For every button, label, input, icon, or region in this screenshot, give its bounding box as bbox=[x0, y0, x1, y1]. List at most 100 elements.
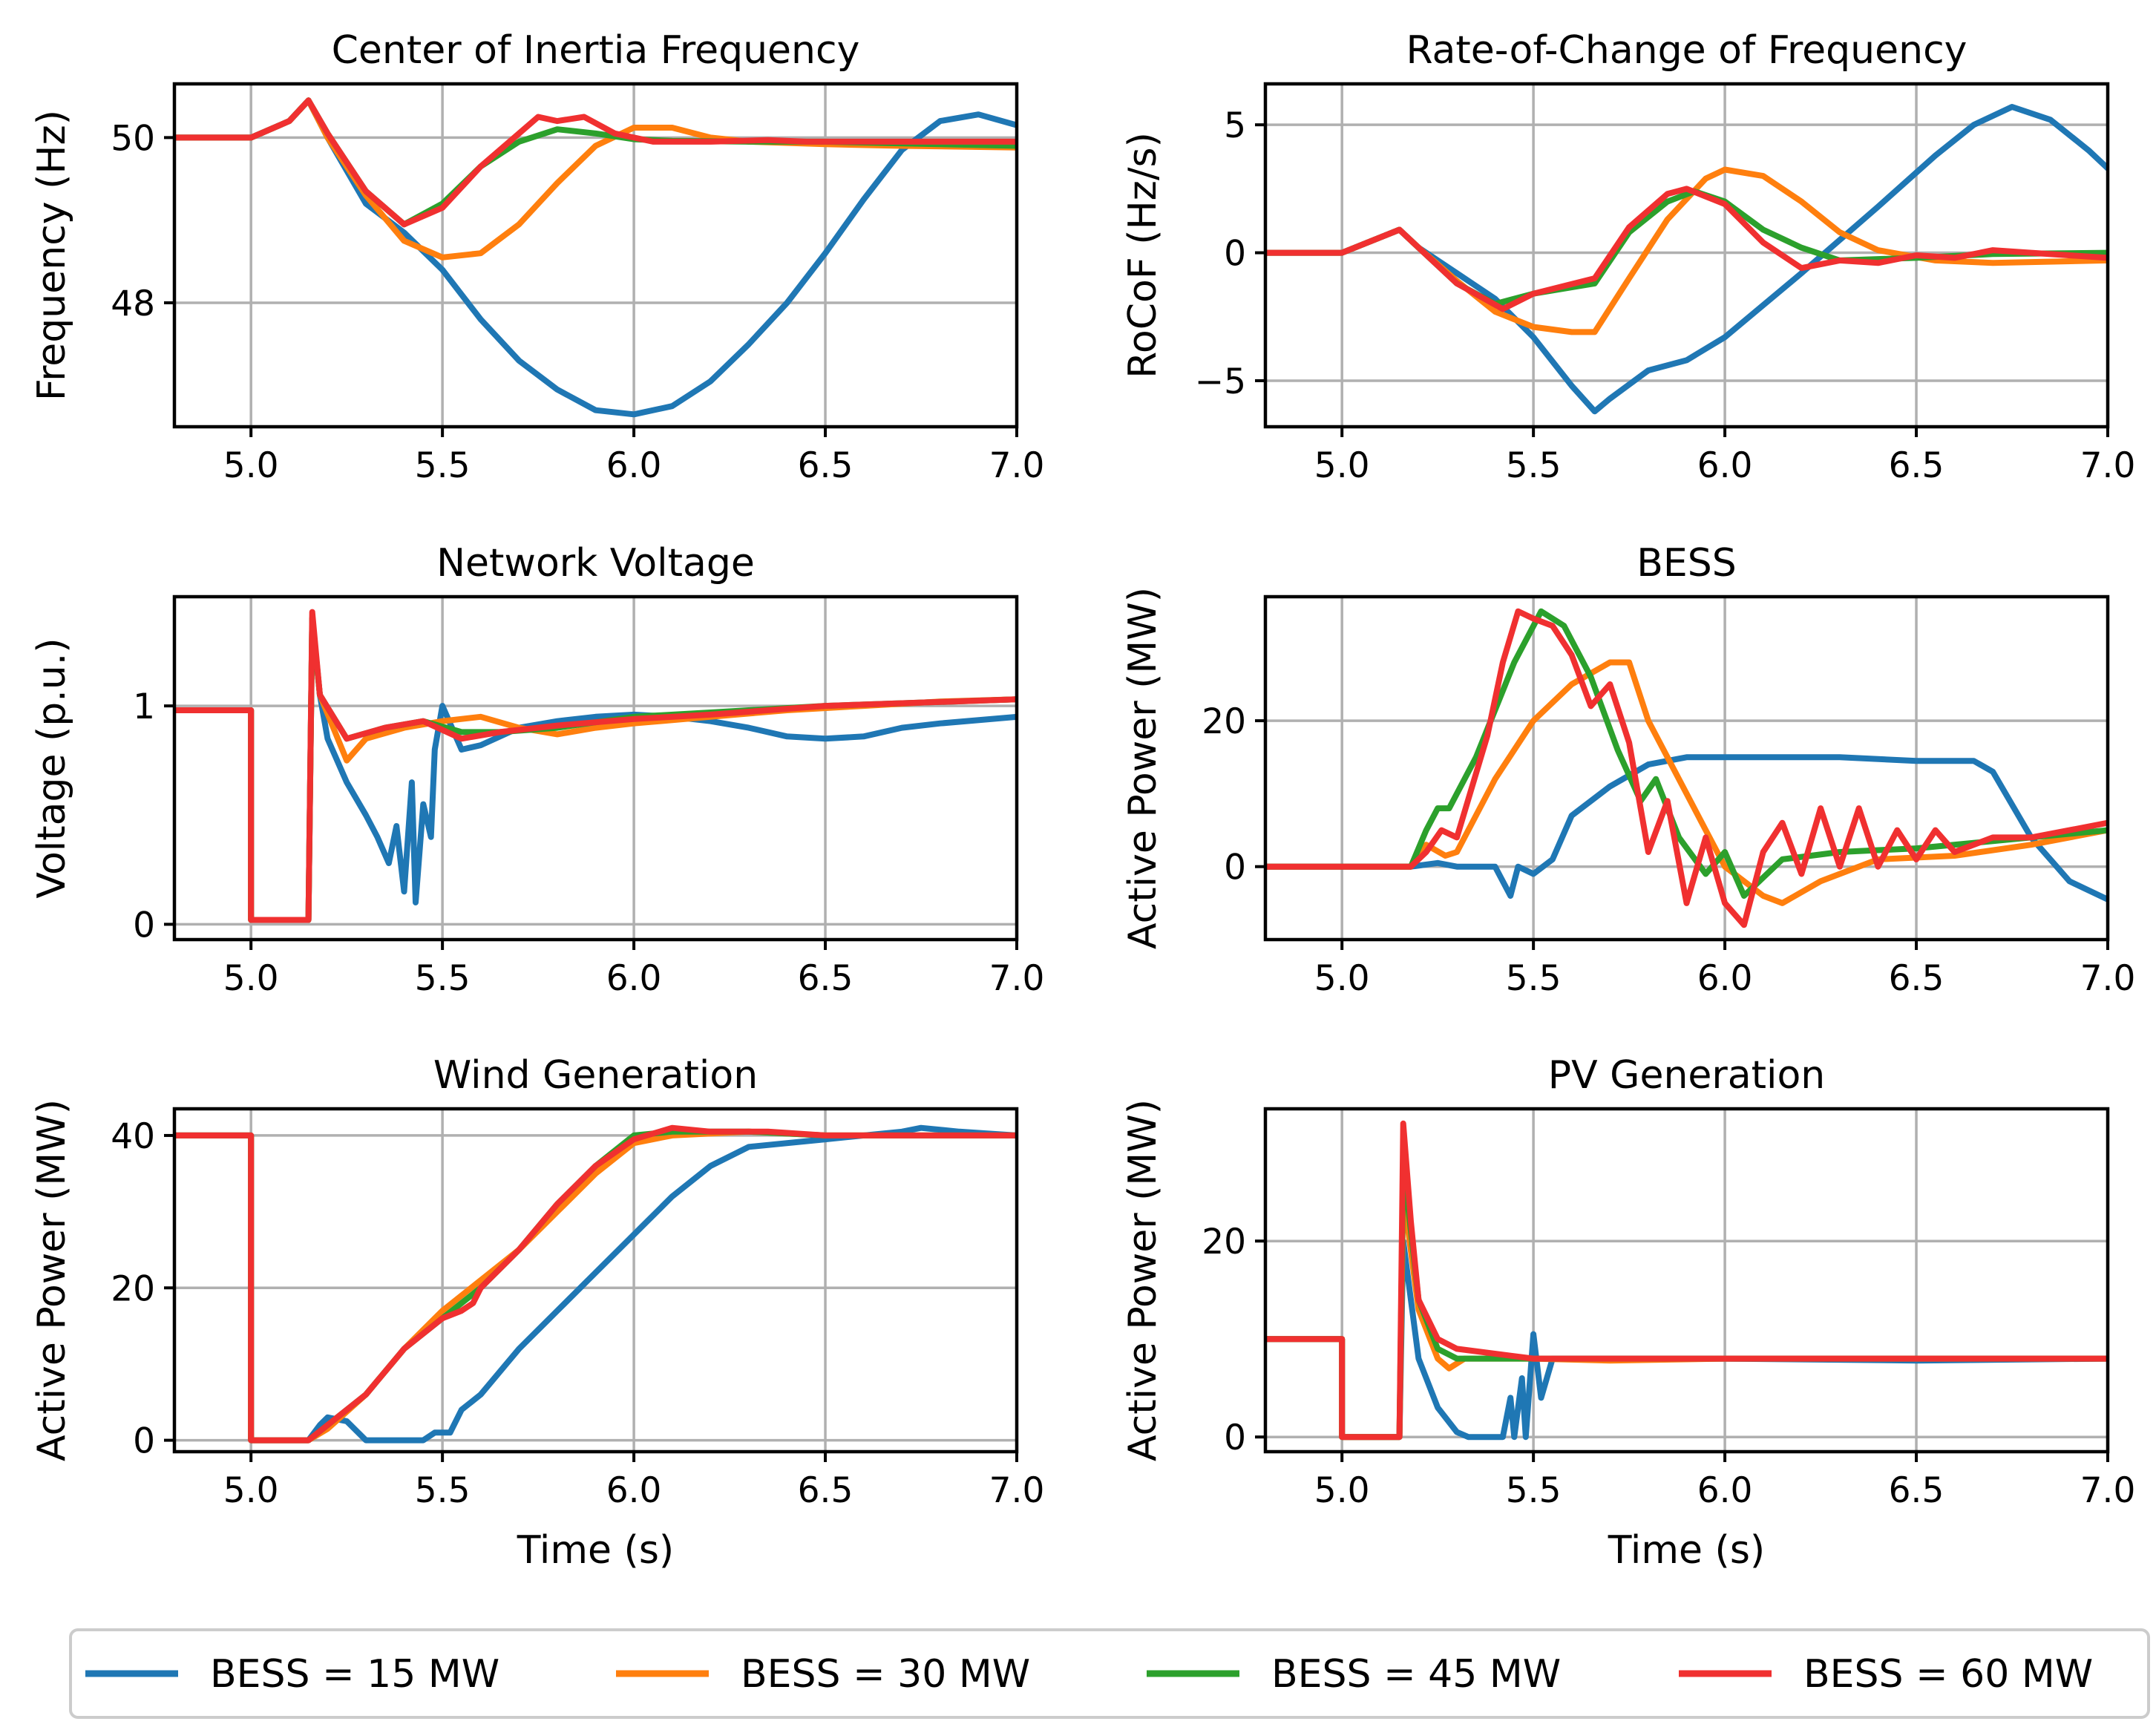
x-tick-label: 5.5 bbox=[415, 445, 471, 486]
panel-title: Network Voltage bbox=[436, 541, 755, 586]
legend-label-bess-60-mw: BESS = 60 MW bbox=[1803, 1652, 2093, 1697]
y-tick-label: 0 bbox=[1224, 1418, 1246, 1458]
x-tick-label: 5.0 bbox=[223, 1470, 279, 1511]
chart-panel-1: 5.0 5.5 6.0 6.5 7.0 48 50 Center of Inertia Fre… bbox=[30, 28, 1044, 486]
x-tick-label: 7.0 bbox=[2080, 1470, 2136, 1511]
chart-panel-3: 5.0 5.5 6.0 6.5 7.0 0 1 Network Voltage Voltage … bbox=[30, 541, 1044, 999]
x-tick-label: 5.5 bbox=[415, 958, 471, 999]
axes-frame bbox=[172, 82, 1019, 429]
x-tick-label: 6.5 bbox=[798, 1470, 853, 1511]
y-tick-label: −5 bbox=[1195, 361, 1246, 402]
x-tick-label: 5.5 bbox=[1506, 958, 1562, 999]
panel-title: Center of Inertia Frequency bbox=[332, 28, 860, 73]
series-line-bess-45-mw bbox=[174, 1128, 1017, 1444]
series-line-bess-60-mw bbox=[1265, 608, 2108, 928]
x-tick-label: 6.5 bbox=[1889, 958, 1944, 999]
legend-label-bess-30-mw: BESS = 30 MW bbox=[741, 1652, 1030, 1697]
y-axis-label: Active Power (MW) bbox=[30, 1099, 74, 1461]
y-axis-label: Active Power (MW) bbox=[1121, 1099, 1165, 1461]
axes-frame bbox=[1263, 82, 2110, 429]
y-tick-label: 0 bbox=[133, 905, 155, 946]
y-tick-label: 0 bbox=[1224, 848, 1246, 888]
series-line-bess-15-mw bbox=[1265, 104, 2108, 415]
series-group bbox=[1265, 608, 2108, 928]
series-line-bess-15-mw bbox=[1265, 1238, 2108, 1441]
chart-panel-5: 5.0 5.5 6.0 6.5 7.0 0 20 40 Wind Generation Activ… bbox=[30, 1053, 1044, 1573]
x-tick-label: 6.5 bbox=[798, 958, 853, 999]
series-line-bess-30-mw bbox=[174, 615, 1017, 923]
y-tick-label: 48 bbox=[111, 284, 155, 324]
x-tick-label: 7.0 bbox=[989, 1470, 1045, 1511]
axes-frame bbox=[172, 594, 1019, 942]
axes-frame bbox=[1263, 1107, 2110, 1454]
y-axis-label: Active Power (MW) bbox=[1121, 587, 1165, 949]
x-tick-label: 7.0 bbox=[989, 958, 1045, 999]
y-tick-label: 0 bbox=[133, 1421, 155, 1462]
axes-frame bbox=[1263, 594, 2110, 942]
x-tick-label: 6.0 bbox=[606, 958, 662, 999]
x-tick-label: 5.0 bbox=[1314, 958, 1370, 999]
x-tick-label: 5.5 bbox=[415, 1470, 471, 1511]
series-line-bess-60-mw bbox=[174, 609, 1017, 923]
x-tick-label: 6.0 bbox=[606, 445, 662, 486]
x-tick-label: 6.0 bbox=[1697, 1470, 1753, 1511]
x-tick-label: 7.0 bbox=[2080, 445, 2136, 486]
series-group bbox=[174, 609, 1017, 923]
series-line-bess-15-mw bbox=[174, 1124, 1017, 1444]
series-line-bess-15-mw bbox=[174, 615, 1017, 923]
series-group bbox=[1265, 104, 2108, 415]
x-tick-label: 6.5 bbox=[1889, 445, 1944, 486]
series-line-bess-45-mw bbox=[1265, 188, 2108, 307]
legend-label-bess-15-mw: BESS = 15 MW bbox=[210, 1652, 499, 1697]
y-tick-label: 50 bbox=[111, 118, 155, 159]
y-axis-label: Voltage (p.u.) bbox=[30, 638, 74, 898]
series-line-bess-45-mw bbox=[174, 615, 1017, 923]
chart-panel-2: 5.0 5.5 6.0 6.5 7.0 −5 0 5 Rate-of-Change of Fre… bbox=[1121, 28, 2135, 486]
series-line-bess-60-mw bbox=[1265, 1120, 2108, 1441]
x-tick-label: 7.0 bbox=[2080, 958, 2136, 999]
x-tick-label: 6.5 bbox=[1889, 1470, 1944, 1511]
chart-panel-6: 5.0 5.5 6.0 6.5 7.0 0 20 PV Generation Active Po… bbox=[1121, 1053, 2135, 1573]
legend-box bbox=[69, 1628, 2150, 1719]
series-group bbox=[1265, 1120, 2108, 1441]
panel-title: Rate-of-Change of Frequency bbox=[1406, 28, 1967, 73]
x-axis-label: Time (s) bbox=[517, 1528, 674, 1573]
y-tick-label: 20 bbox=[1202, 1222, 1246, 1262]
x-tick-label: 7.0 bbox=[989, 445, 1045, 486]
x-tick-label: 6.5 bbox=[798, 445, 853, 486]
panel-title: PV Generation bbox=[1548, 1053, 1826, 1098]
y-tick-label: 20 bbox=[111, 1268, 155, 1309]
panel-title: BESS bbox=[1636, 541, 1737, 586]
x-tick-label: 5.0 bbox=[1314, 445, 1370, 486]
panel-title: Wind Generation bbox=[433, 1053, 758, 1098]
y-tick-label: 40 bbox=[111, 1116, 155, 1157]
x-tick-label: 5.0 bbox=[223, 445, 279, 486]
y-tick-label: 0 bbox=[1224, 234, 1246, 275]
x-tick-label: 6.0 bbox=[1697, 958, 1753, 999]
x-axis-label: Time (s) bbox=[1608, 1528, 1765, 1573]
x-tick-label: 5.5 bbox=[1506, 1470, 1562, 1511]
series-line-bess-30-mw bbox=[1265, 659, 2108, 906]
series-line-bess-45-mw bbox=[1265, 608, 2108, 899]
legend-label-bess-45-mw: BESS = 45 MW bbox=[1271, 1652, 1561, 1697]
series-line-bess-60-mw bbox=[174, 1124, 1017, 1444]
series-line-bess-45-mw bbox=[1265, 1159, 2108, 1441]
series-line-bess-30-mw bbox=[174, 1128, 1017, 1444]
y-tick-label: 1 bbox=[133, 687, 155, 727]
y-tick-label: 5 bbox=[1224, 105, 1246, 146]
x-tick-label: 5.0 bbox=[1314, 1470, 1370, 1511]
series-line-bess-30-mw bbox=[1265, 1189, 2108, 1441]
series-group bbox=[174, 97, 1017, 418]
y-axis-label: Frequency (Hz) bbox=[30, 110, 74, 401]
y-axis-label: RoCoF (Hz/s) bbox=[1121, 132, 1165, 379]
series-line-bess-60-mw bbox=[1265, 186, 2108, 312]
x-tick-label: 5.5 bbox=[1506, 445, 1562, 486]
series-line-bess-60-mw bbox=[174, 97, 1017, 228]
chart-panel-4: 5.0 5.5 6.0 6.5 7.0 0 20 BESS Active Power (MW) bbox=[1121, 541, 2135, 999]
legend: BESS = 15 MW BESS = 30 MW BESS = 45 MW BESS… bbox=[69, 1628, 2150, 1719]
series-line-bess-15-mw bbox=[1265, 754, 2108, 902]
x-tick-label: 6.0 bbox=[606, 1470, 662, 1511]
series-group bbox=[174, 1124, 1017, 1444]
